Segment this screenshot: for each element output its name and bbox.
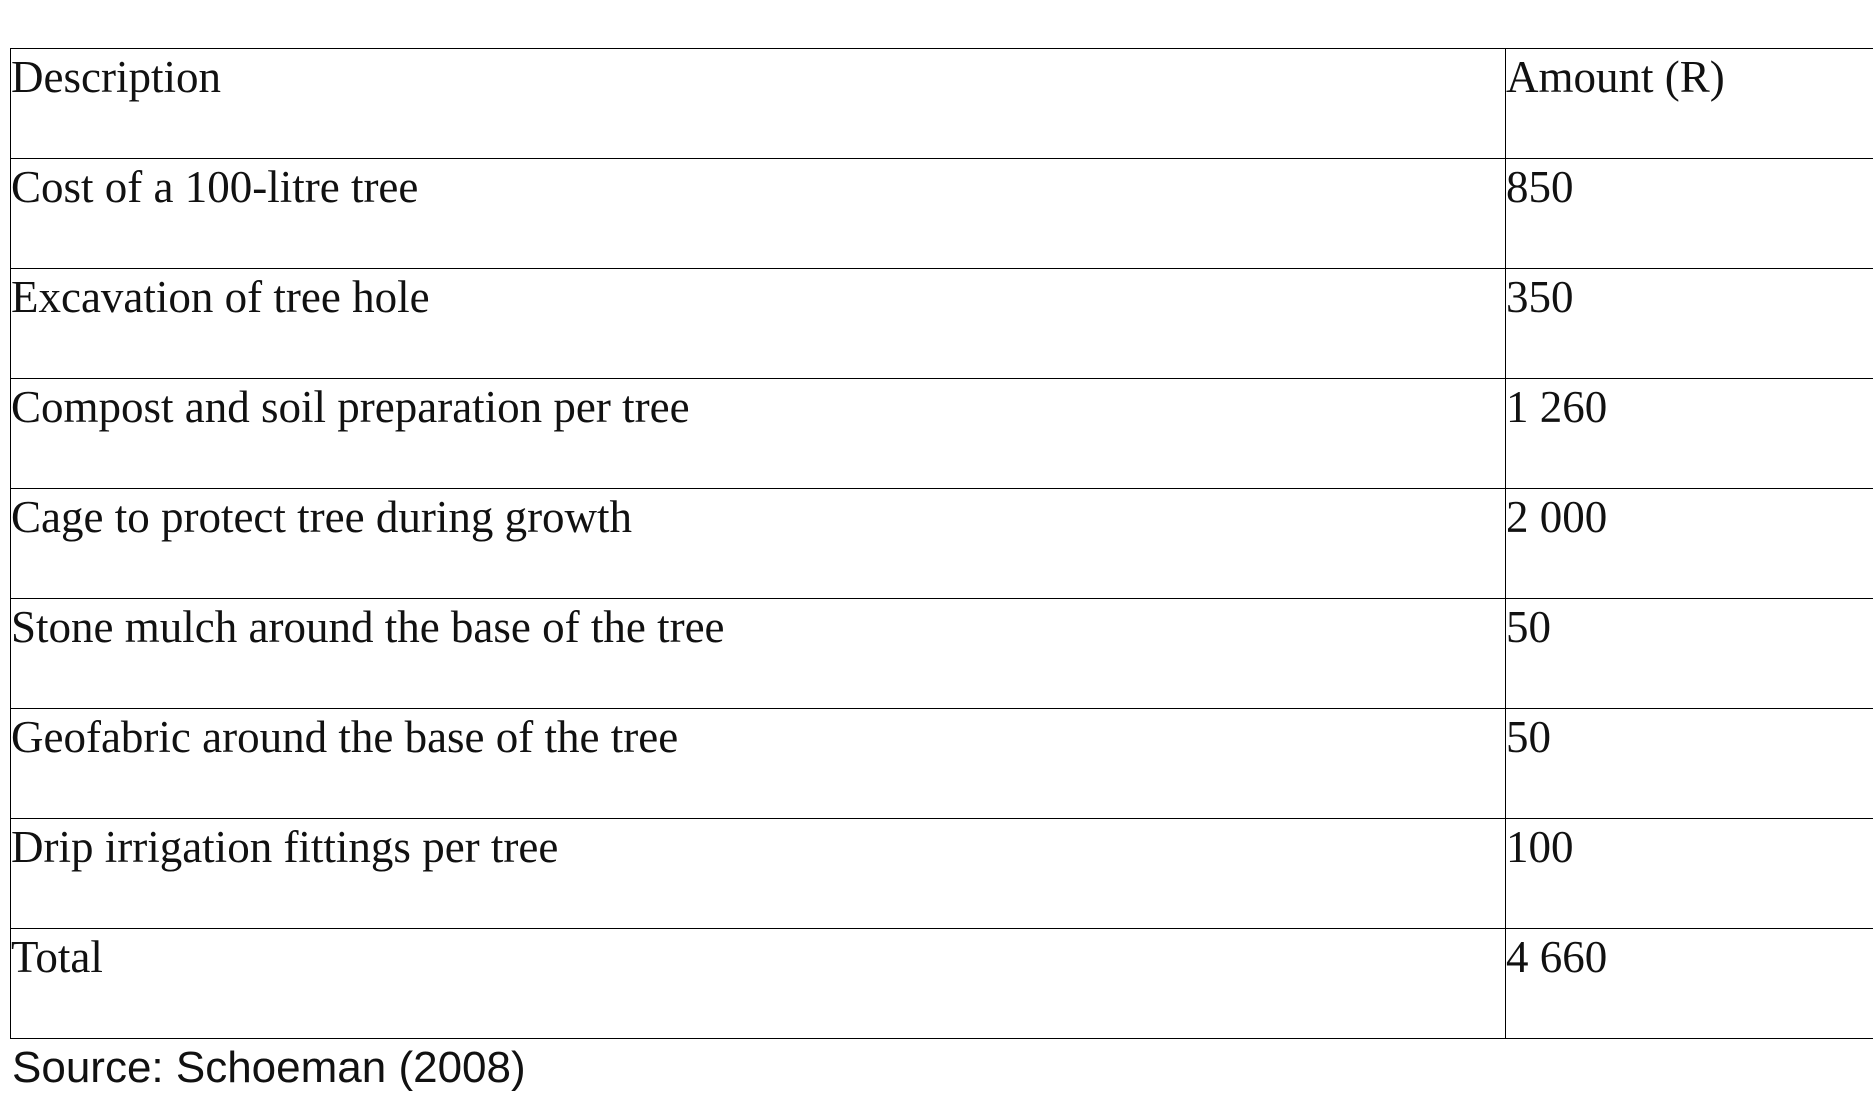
source-note: Source: Schoeman (2008) bbox=[12, 1042, 526, 1094]
table-row-cell: 2 000 bbox=[1506, 489, 1873, 599]
table-row-cell: 350 bbox=[1506, 269, 1873, 379]
table-row-cell: 4 660 bbox=[1506, 929, 1873, 1039]
table-row-cell: 50 bbox=[1506, 709, 1873, 819]
table-row-cell: Total bbox=[11, 929, 1506, 1039]
table-row-cell: Drip irrigation fittings per tree bbox=[11, 819, 1506, 929]
header-row-cell: Description bbox=[11, 49, 1506, 159]
table-row-cell: Cage to protect tree during growth bbox=[11, 489, 1506, 599]
header-row-cell: Amount (R) bbox=[1506, 49, 1873, 159]
table-row-cell: Compost and soil preparation per tree bbox=[11, 379, 1506, 489]
table-row-cell: 100 bbox=[1506, 819, 1873, 929]
table-row-cell: Stone mulch around the base of the tree bbox=[11, 599, 1506, 709]
table-row-cell: 1 260 bbox=[1506, 379, 1873, 489]
table-row-cell: Cost of a 100-litre tree bbox=[11, 159, 1506, 269]
table-row-cell: Excavation of tree hole bbox=[11, 269, 1506, 379]
table-row-cell: Geofabric around the base of the tree bbox=[11, 709, 1506, 819]
table-row-cell: 50 bbox=[1506, 599, 1873, 709]
table-row-cell: 850 bbox=[1506, 159, 1873, 269]
